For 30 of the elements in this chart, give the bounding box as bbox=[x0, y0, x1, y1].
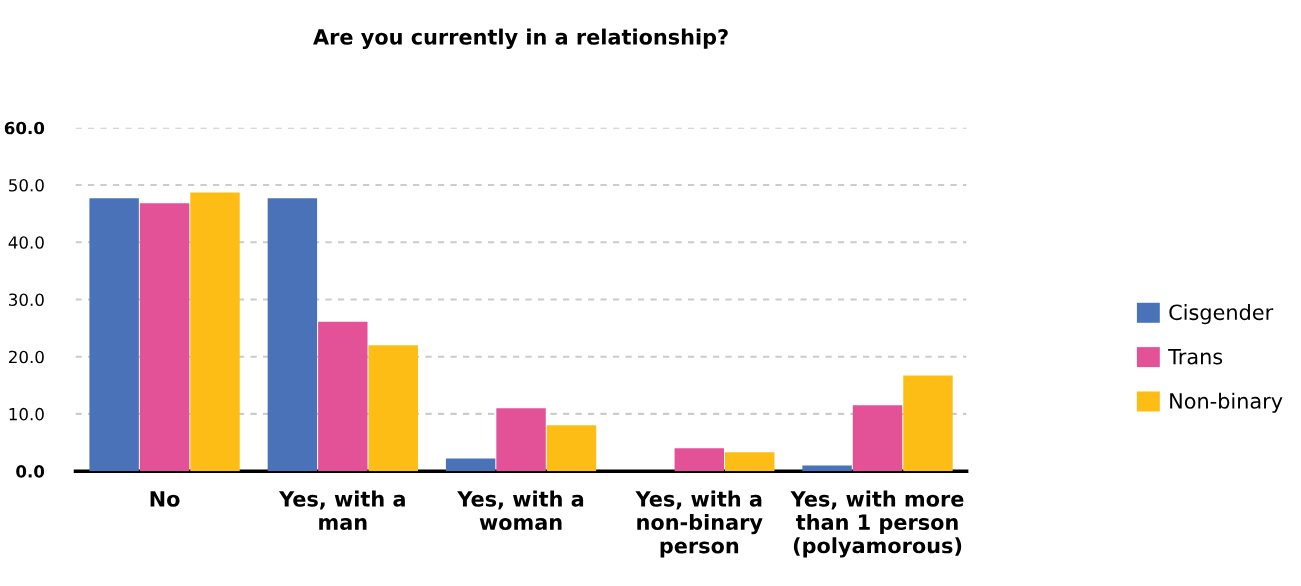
y-tick-label: 60.0 bbox=[4, 121, 45, 135]
bar bbox=[903, 375, 953, 472]
x-tick-label: Yes, with a woman bbox=[457, 490, 584, 531]
y-tick-label: 20.0 bbox=[9, 350, 44, 364]
y-tick-label: 10.0 bbox=[9, 407, 44, 421]
bar bbox=[368, 345, 418, 472]
chart-title: Are you currently in a relationship? bbox=[313, 28, 728, 49]
x-tick-label: No bbox=[150, 491, 180, 507]
bar bbox=[445, 458, 496, 472]
x-tick-label: Yes, with a non-binary person bbox=[635, 490, 763, 558]
bar bbox=[267, 198, 318, 472]
bar bbox=[674, 448, 724, 472]
x-tick-label: Yes, with a man bbox=[278, 490, 405, 531]
bar bbox=[852, 405, 903, 472]
x-tick-label: Yes, with more than 1 person (polyamorous) bbox=[790, 490, 964, 558]
y-tick-label: 0.0 bbox=[16, 465, 45, 478]
bar bbox=[802, 465, 852, 472]
bar bbox=[725, 452, 775, 472]
legend-label: Trans bbox=[1168, 349, 1223, 365]
y-tick-label: 50.0 bbox=[9, 178, 44, 192]
legend-label: Non-binary bbox=[1170, 392, 1283, 413]
y-tick-label: 30.0 bbox=[9, 293, 44, 307]
bar bbox=[89, 198, 139, 472]
y-tick-label: 40.0 bbox=[8, 236, 44, 249]
bar bbox=[190, 192, 240, 472]
legend-label: Cisgender bbox=[1169, 304, 1274, 325]
bar bbox=[318, 321, 368, 472]
bar bbox=[546, 425, 597, 472]
bar bbox=[139, 203, 190, 472]
bar bbox=[496, 408, 546, 472]
